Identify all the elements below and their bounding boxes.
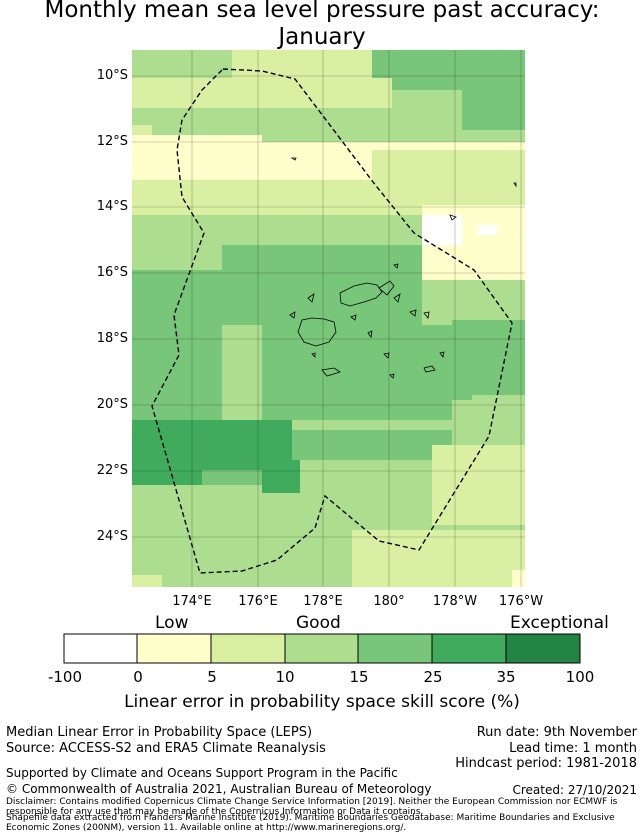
eez-boundary: [151, 68, 513, 574]
shapefile-text: Shapefile data extracted from Flanders M…: [6, 813, 615, 833]
created-date: Created: 27/10/2021: [512, 783, 637, 797]
lon-label-174e: 174°E: [172, 594, 212, 609]
colorbar-segment-10-15: [285, 634, 358, 663]
lon-label-178e: 178°E: [303, 594, 343, 609]
metric-text: Median Linear Error in Probability Space…: [6, 725, 313, 740]
category-good: Good: [296, 613, 341, 633]
chart-title: Monthly mean sea level pressure past acc…: [44, 0, 600, 23]
fiji-islands: [289, 157, 517, 379]
colorbar-segment-neg100-0: [64, 634, 137, 663]
category-low: Low: [155, 613, 189, 633]
colorbar: [63, 633, 581, 664]
run-date: Run date: 9th November: [476, 725, 637, 740]
tick-0: 0: [133, 668, 143, 686]
lat-label-10s: 10°S: [96, 68, 128, 83]
lat-label-14s: 14°S: [96, 199, 128, 214]
category-exceptional: Exceptional: [510, 613, 609, 633]
colorbar-label: Linear error in probability space skill …: [124, 692, 520, 712]
tick-25: 25: [423, 668, 443, 686]
lat-label-24s: 24°S: [96, 529, 128, 544]
lead-time: Lead time: 1 month: [509, 741, 637, 756]
source-text: Source: ACCESS-S2 and ERA5 Climate Reana…: [6, 741, 326, 756]
tick-35: 35: [496, 668, 516, 686]
lon-label-176e: 176°E: [238, 594, 278, 609]
disclaimer-text: Disclaimer: Contains modified Copernicus…: [6, 797, 618, 817]
copyright-text: © Commonwealth of Australia 2021, Austra…: [6, 782, 432, 796]
colorbar-segment-0-5: [137, 634, 211, 663]
lat-label-12s: 12°S: [96, 134, 128, 149]
lat-label-16s: 16°S: [96, 265, 128, 280]
tick-100: 100: [565, 668, 595, 686]
colorbar-segment-35-100: [506, 634, 580, 663]
colorbar-segment-25-35: [432, 634, 506, 663]
colorbar-segment-15-25: [358, 634, 432, 663]
colorbar-segment-5-10: [211, 634, 285, 663]
chart-subtitle: January: [278, 24, 366, 50]
tick-5: 5: [207, 668, 217, 686]
lon-label-180: 180°: [373, 594, 405, 609]
skill-field: [132, 50, 525, 587]
hindcast-period: Hindcast period: 1981-2018: [455, 756, 637, 771]
lon-label-178w: 178°W: [432, 594, 478, 609]
tick-neg100: -100: [47, 668, 83, 686]
lat-label-18s: 18°S: [96, 331, 128, 346]
support-text: Supported by Climate and Oceans Support …: [6, 766, 398, 780]
tick-15: 15: [349, 668, 369, 686]
lon-label-176w: 176°W: [498, 594, 544, 609]
lat-label-22s: 22°S: [96, 463, 128, 478]
skill-map: [132, 50, 525, 587]
graticule: [132, 50, 525, 587]
lat-label-20s: 20°S: [96, 397, 128, 412]
tick-10: 10: [275, 668, 295, 686]
